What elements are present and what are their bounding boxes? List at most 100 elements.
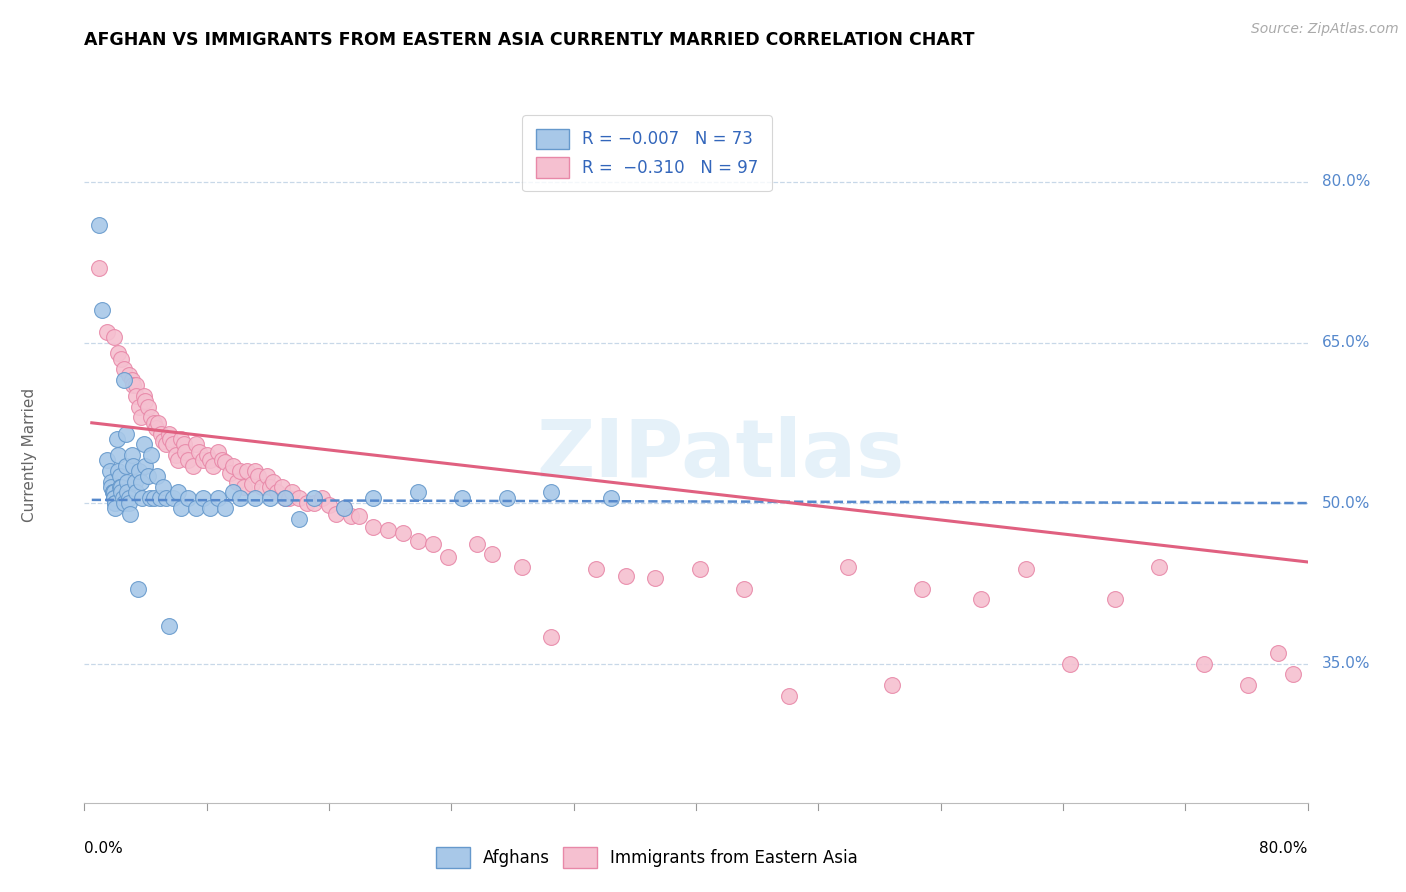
- Point: [124, 475, 146, 489]
- Point: [422, 537, 444, 551]
- Point: [295, 496, 318, 510]
- Point: [333, 501, 356, 516]
- Point: [406, 485, 429, 500]
- Point: [540, 485, 562, 500]
- Point: [184, 501, 207, 516]
- Point: [166, 453, 188, 467]
- Text: 0.0%: 0.0%: [84, 841, 124, 856]
- Point: [733, 582, 755, 596]
- Point: [111, 491, 134, 505]
- Point: [187, 444, 209, 458]
- Point: [89, 260, 111, 275]
- Point: [302, 491, 325, 505]
- Text: 65.0%: 65.0%: [1322, 335, 1371, 350]
- Point: [121, 373, 143, 387]
- Point: [377, 523, 399, 537]
- Point: [157, 426, 180, 441]
- Point: [207, 491, 229, 505]
- Point: [218, 466, 240, 480]
- Point: [340, 508, 363, 523]
- Point: [107, 448, 129, 462]
- Point: [1192, 657, 1215, 671]
- Point: [107, 346, 129, 360]
- Point: [166, 485, 188, 500]
- Point: [103, 485, 125, 500]
- Point: [1237, 678, 1260, 692]
- Point: [184, 437, 207, 451]
- Point: [139, 410, 162, 425]
- Point: [214, 455, 236, 469]
- Point: [211, 453, 233, 467]
- Point: [128, 464, 150, 478]
- Point: [177, 453, 200, 467]
- Point: [229, 464, 252, 478]
- Point: [256, 469, 278, 483]
- Point: [98, 464, 121, 478]
- Text: 80.0%: 80.0%: [1322, 175, 1371, 189]
- Point: [138, 491, 160, 505]
- Point: [325, 507, 347, 521]
- Point: [134, 394, 156, 409]
- Point: [689, 562, 711, 576]
- Point: [191, 453, 214, 467]
- Point: [108, 480, 131, 494]
- Point: [129, 475, 152, 489]
- Point: [837, 560, 859, 574]
- Point: [406, 533, 429, 548]
- Point: [1104, 592, 1126, 607]
- Text: 50.0%: 50.0%: [1322, 496, 1371, 510]
- Point: [159, 432, 181, 446]
- Point: [152, 434, 174, 448]
- Point: [132, 389, 155, 403]
- Point: [496, 491, 519, 505]
- Point: [131, 491, 153, 505]
- Point: [122, 378, 145, 392]
- Point: [266, 485, 288, 500]
- Point: [1149, 560, 1171, 574]
- Point: [229, 491, 252, 505]
- Point: [1015, 562, 1038, 576]
- Point: [363, 519, 385, 533]
- Point: [103, 491, 125, 505]
- Point: [318, 498, 340, 512]
- Point: [465, 537, 488, 551]
- Point: [243, 491, 266, 505]
- Point: [110, 480, 132, 494]
- Point: [110, 485, 132, 500]
- Point: [221, 458, 243, 473]
- Point: [121, 448, 143, 462]
- Point: [236, 464, 259, 478]
- Point: [481, 548, 503, 562]
- Point: [136, 469, 159, 483]
- Point: [270, 480, 292, 494]
- Text: 35.0%: 35.0%: [1322, 657, 1371, 671]
- Point: [170, 501, 193, 516]
- Point: [125, 378, 148, 392]
- Point: [162, 491, 184, 505]
- Point: [259, 491, 281, 505]
- Point: [200, 501, 222, 516]
- Point: [363, 491, 385, 505]
- Point: [101, 485, 124, 500]
- Point: [174, 444, 197, 458]
- Point: [177, 491, 200, 505]
- Point: [96, 325, 118, 339]
- Point: [288, 512, 311, 526]
- Point: [125, 389, 148, 403]
- Point: [165, 448, 187, 462]
- Point: [115, 458, 138, 473]
- Point: [197, 448, 219, 462]
- Point: [259, 480, 281, 494]
- Point: [273, 491, 295, 505]
- Point: [970, 592, 993, 607]
- Point: [134, 458, 156, 473]
- Legend: Afghans, Immigrants from Eastern Asia: Afghans, Immigrants from Eastern Asia: [430, 841, 865, 874]
- Point: [100, 475, 122, 489]
- Point: [115, 426, 138, 441]
- Point: [333, 501, 356, 516]
- Point: [101, 485, 124, 500]
- Point: [110, 351, 132, 366]
- Point: [614, 569, 637, 583]
- Point: [882, 678, 904, 692]
- Point: [112, 496, 135, 510]
